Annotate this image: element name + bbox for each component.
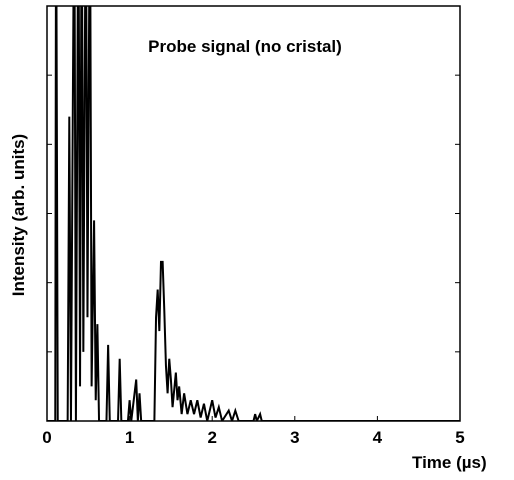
x-axis-label: Time (µs) <box>412 453 487 472</box>
x-tick-label: 3 <box>290 428 299 447</box>
x-tick-label: 2 <box>207 428 216 447</box>
chart-title: Probe signal (no cristal) <box>148 37 342 56</box>
x-tick-label: 5 <box>455 428 464 447</box>
x-tick-label: 1 <box>125 428 134 447</box>
x-tick-label: 0 <box>42 428 51 447</box>
y-axis-label: Intensity (arb. units) <box>9 134 28 296</box>
signal-line <box>47 6 460 421</box>
x-tick-label: 4 <box>373 428 383 447</box>
